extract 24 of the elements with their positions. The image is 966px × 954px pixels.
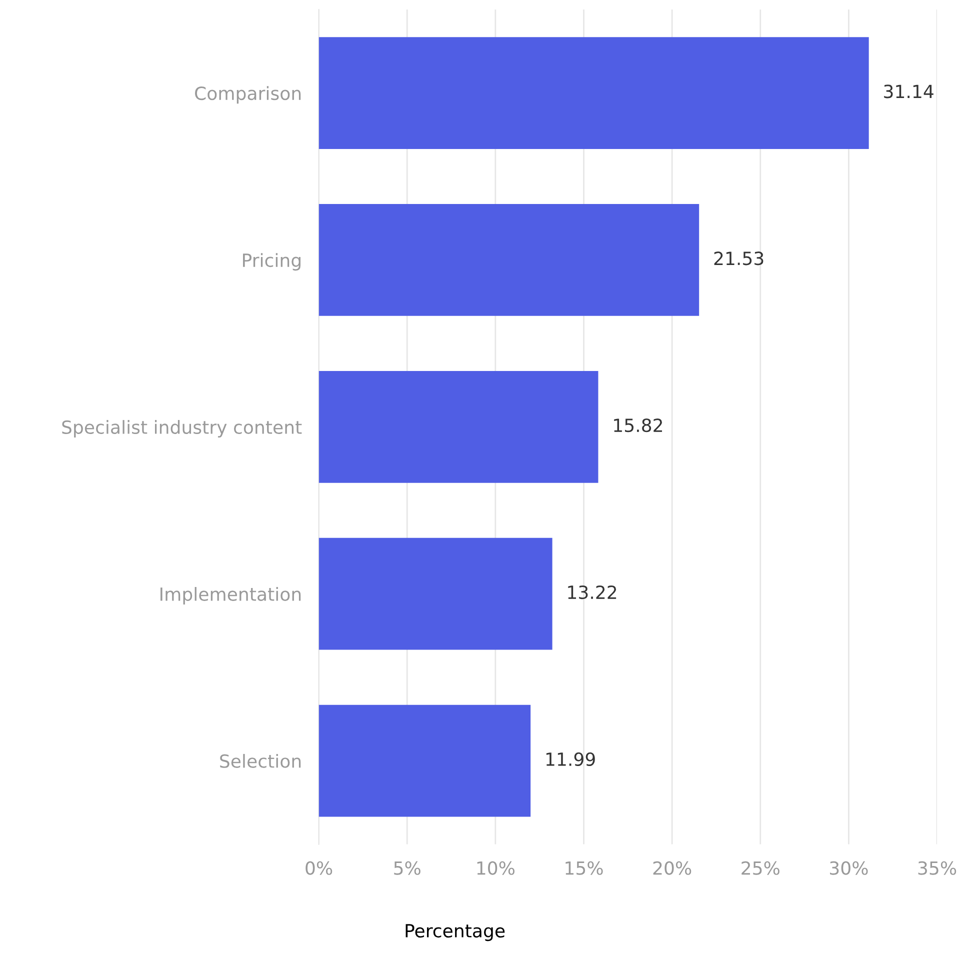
y-tick-label: Pricing bbox=[243, 253, 300, 271]
x-tick-label: 5% bbox=[394, 861, 420, 875]
x-axis-title: Percentage bbox=[406, 924, 505, 942]
x-tick-label: 30% bbox=[830, 861, 868, 875]
bar bbox=[318, 37, 869, 149]
bar bbox=[318, 204, 700, 316]
bar bbox=[318, 370, 598, 483]
data-label: 11.99 bbox=[546, 752, 595, 766]
bar bbox=[318, 704, 531, 817]
data-label: 15.82 bbox=[614, 418, 662, 432]
y-tick-label: Implementation bbox=[160, 587, 301, 604]
x-tick-label: 0% bbox=[306, 861, 332, 875]
data-label: 21.53 bbox=[714, 252, 764, 266]
x-tick-label: 10% bbox=[477, 861, 514, 875]
y-tick-label: Specialist industry content bbox=[62, 420, 302, 438]
y-tick-label: Comparison bbox=[195, 86, 301, 104]
data-label: 13.22 bbox=[568, 585, 616, 600]
x-tick-label: 20% bbox=[653, 861, 692, 875]
y-tick-label: Selection bbox=[220, 754, 301, 768]
data-label: 31.14 bbox=[884, 84, 934, 98]
x-tick-label: 25% bbox=[742, 861, 780, 875]
x-tick-label: 35% bbox=[918, 861, 956, 875]
x-tick-label: 15% bbox=[566, 861, 603, 875]
bar bbox=[318, 538, 552, 650]
